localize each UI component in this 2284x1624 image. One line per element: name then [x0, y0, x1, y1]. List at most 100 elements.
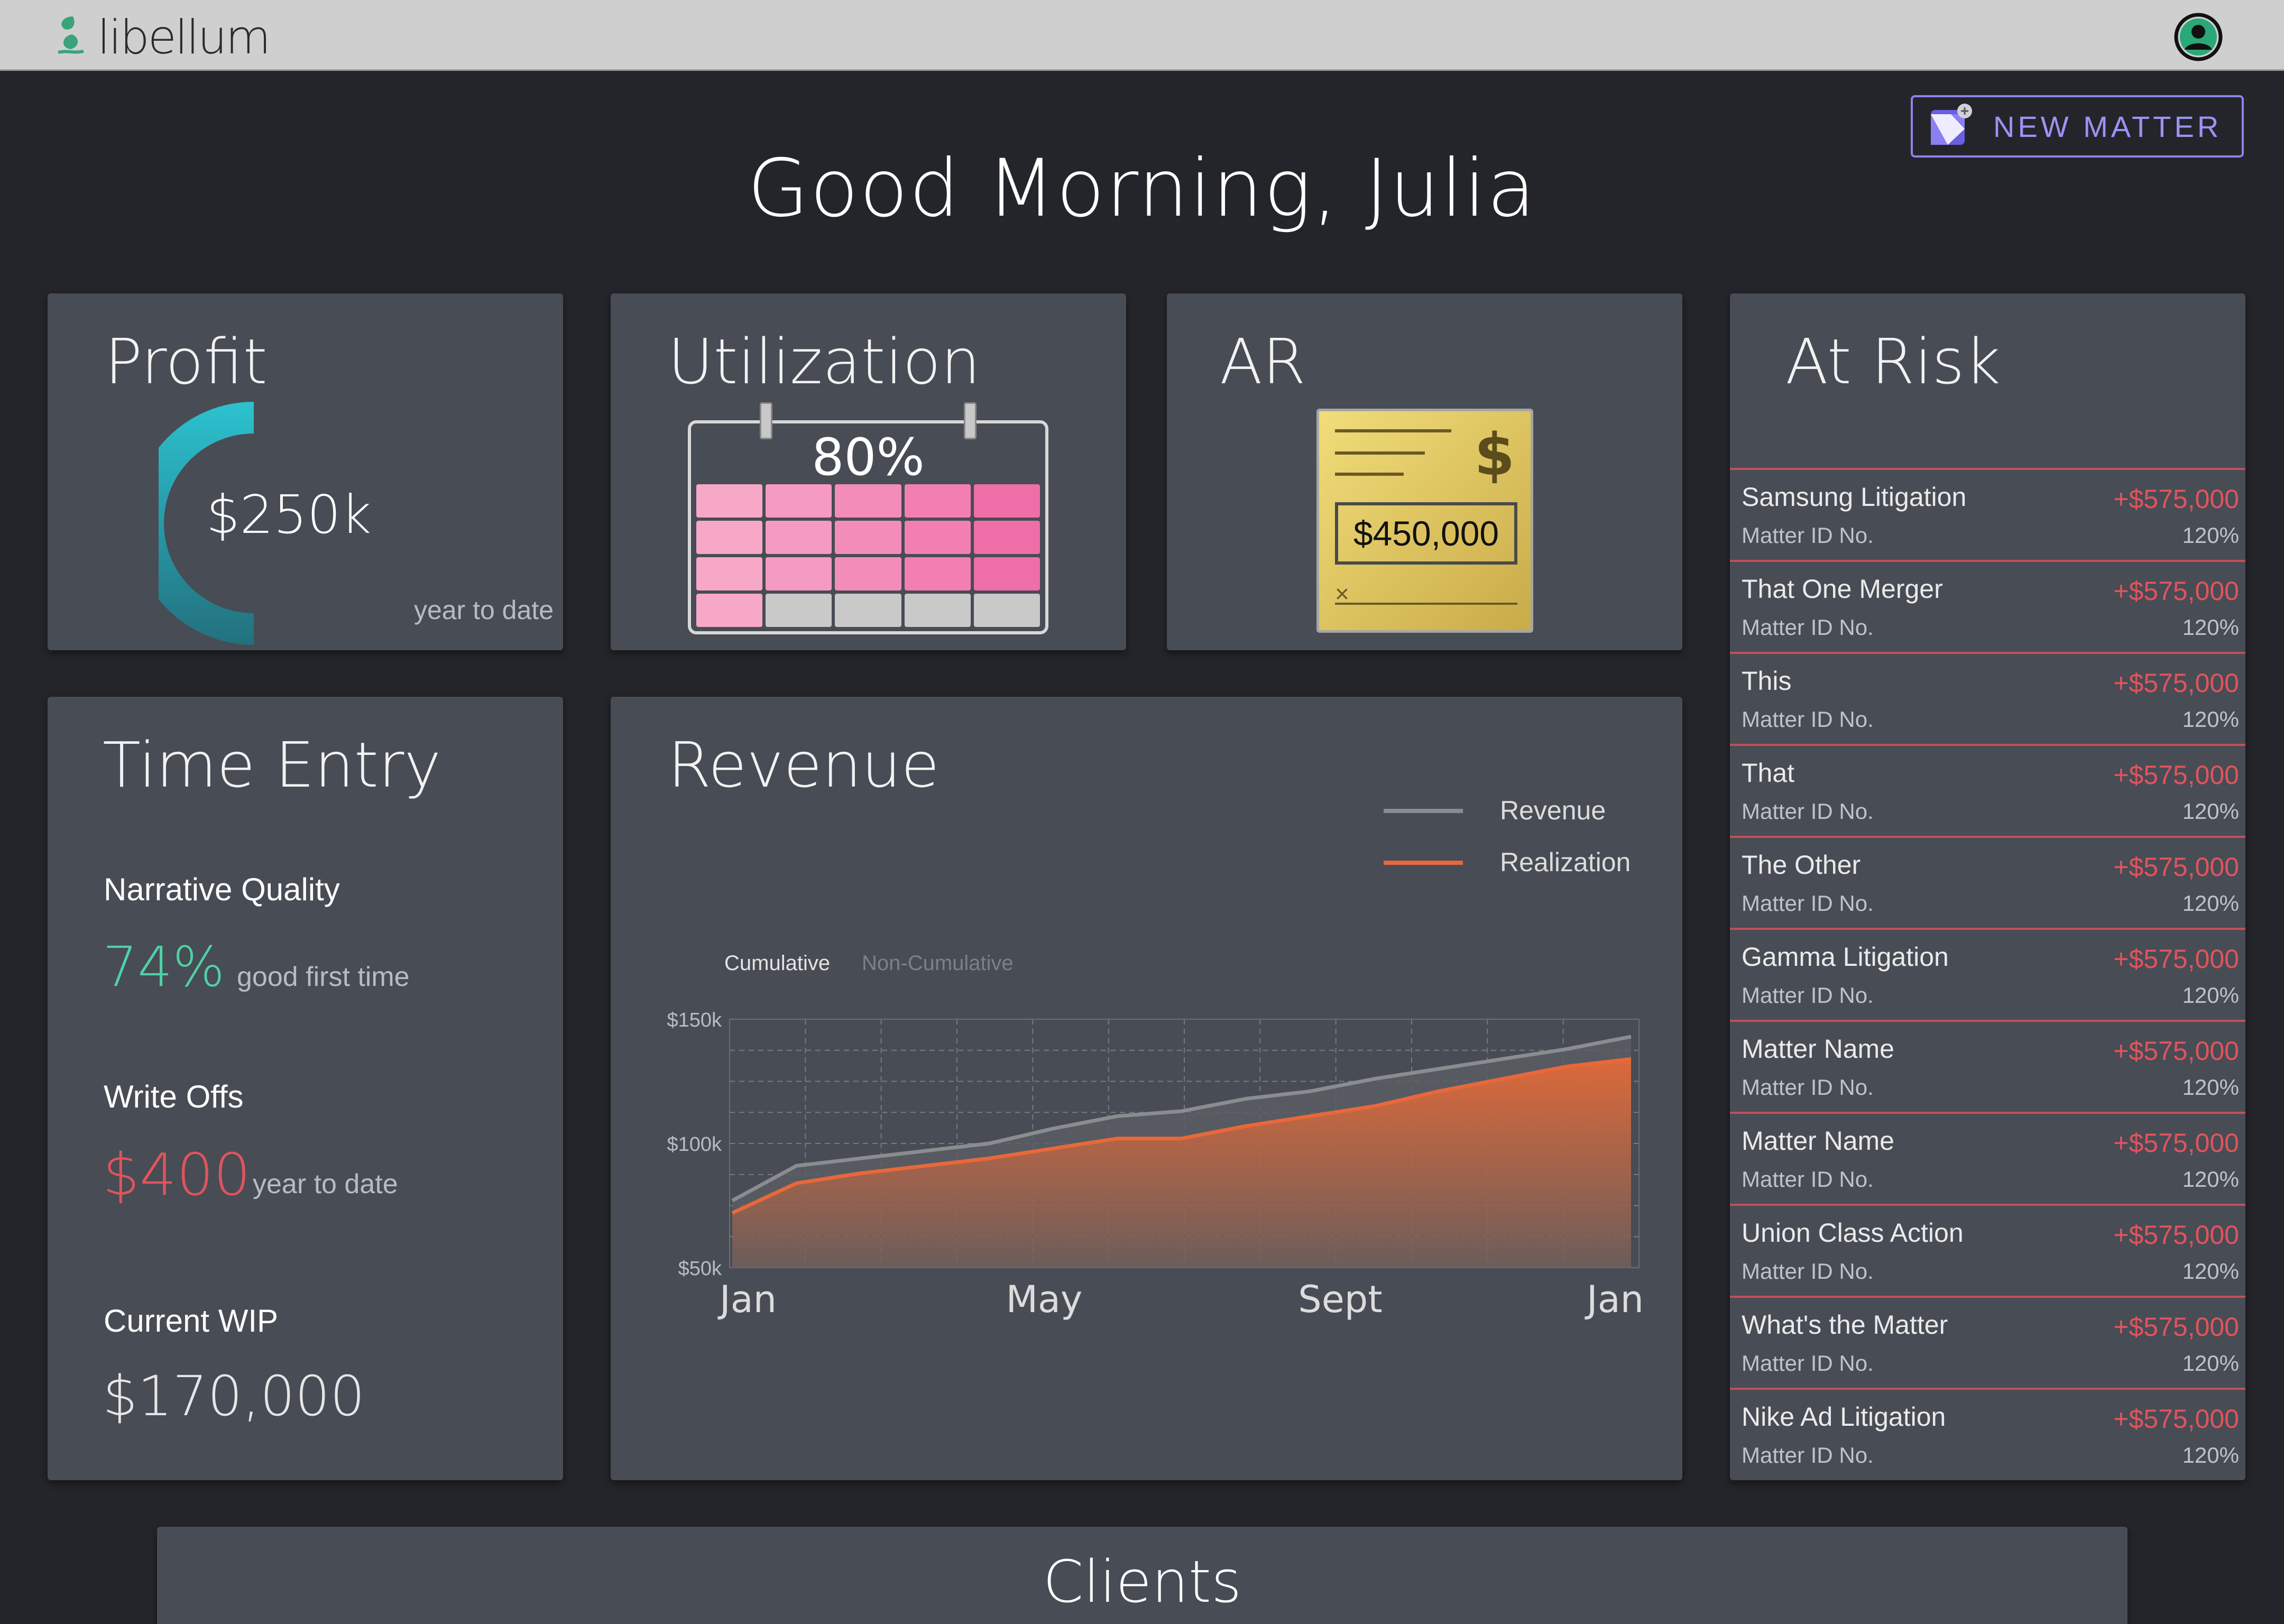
at-risk-matter-id: Matter ID No.: [1742, 799, 1874, 824]
at-risk-percent: 120%: [2182, 1259, 2239, 1284]
at-risk-matter-id: Matter ID No.: [1742, 615, 1874, 640]
write-offs-caption: year to date: [253, 1169, 398, 1199]
write-offs-label: Write Offs: [104, 1079, 244, 1114]
at-risk-matter-id: Matter ID No.: [1742, 983, 1874, 1008]
at-risk-matter-name: This: [1742, 666, 1792, 696]
utilization-percent: 80%: [812, 428, 925, 487]
toggle-cumulative[interactable]: Cumulative: [724, 952, 831, 975]
utilization-cell-empty: [766, 594, 832, 627]
narrative-quality-caption: good first time: [237, 962, 410, 992]
user-circle-icon[interactable]: [2173, 12, 2224, 62]
utilization-cell-filled: [696, 557, 763, 590]
y-tick-label: $50k: [678, 1258, 722, 1280]
profit-arc: [159, 402, 254, 645]
at-risk-row[interactable]: What's the Matter +$575,000 Matter ID No. 1…: [1730, 1296, 2245, 1388]
utilization-grid: [696, 484, 1040, 627]
profit-value: $250k: [206, 484, 372, 546]
at-risk-amount: +$575,000: [2113, 668, 2239, 698]
narrative-quality-label: Narrative Quality: [104, 872, 340, 907]
at-risk-matter-name: The Other: [1742, 850, 1861, 880]
at-risk-percent: 120%: [2182, 891, 2239, 916]
clients-title: Clients: [1043, 1548, 1242, 1616]
at-risk-matter-id: Matter ID No.: [1742, 1443, 1874, 1468]
at-risk-percent: 120%: [2182, 523, 2239, 548]
at-risk-row[interactable]: Samsung Litigation +$575,000 Matter ID No.…: [1730, 468, 2245, 560]
profit-card[interactable]: Profit $250k year to date: [48, 293, 563, 650]
at-risk-amount: +$575,000: [2113, 1312, 2239, 1342]
utilization-cell-filled: [904, 521, 971, 554]
at-risk-row[interactable]: That +$575,000 Matter ID No. 120%: [1730, 744, 2245, 836]
at-risk-percent: 120%: [2182, 1351, 2239, 1376]
legend-label-revenue: Revenue: [1500, 796, 1606, 825]
app-logo[interactable]: libellum: [53, 10, 271, 64]
at-risk-amount: +$575,000: [2113, 1404, 2239, 1434]
at-risk-row[interactable]: Gamma Litigation +$575,000 Matter ID No. 12…: [1730, 928, 2245, 1020]
utilization-cell-filled: [835, 521, 901, 554]
utilization-cell-filled: [835, 484, 901, 518]
time-entry-card[interactable]: Time Entry Narrative Quality 74% good fi…: [48, 697, 563, 1480]
utilization-cell-filled: [766, 557, 832, 590]
clients-card[interactable]: Clients: [157, 1527, 2128, 1624]
at-risk-percent: 120%: [2182, 1167, 2239, 1192]
x-tick-label: May: [1006, 1278, 1083, 1321]
at-risk-matter-name: Union Class Action: [1742, 1218, 1964, 1248]
at-risk-row[interactable]: That One Merger +$575,000 Matter ID No. 120…: [1730, 560, 2245, 652]
at-risk-title: At Risk: [1785, 325, 2001, 398]
time-entry-title: Time Entry: [103, 728, 441, 801]
ar-amount: $450,000: [1335, 502, 1517, 565]
utilization-cell-empty: [973, 594, 1040, 627]
at-risk-row[interactable]: Union Class Action +$575,000 Matter ID No.…: [1730, 1204, 2245, 1296]
at-risk-amount: +$575,000: [2113, 944, 2239, 974]
at-risk-amount: +$575,000: [2113, 484, 2239, 514]
utilization-cell-filled: [973, 557, 1040, 590]
new-matter-label: NEW MATTER: [1993, 109, 2222, 143]
utilization-cell-filled: [904, 557, 971, 590]
ar-card[interactable]: AR $ $450,000 ×: [1167, 293, 1682, 650]
utilization-cell-filled: [904, 484, 971, 518]
utilization-cell-filled: [696, 484, 763, 518]
y-tick-label: $100k: [667, 1133, 722, 1156]
calendar-ring-right: [964, 402, 977, 439]
at-risk-card: At Risk Samsung Litigation +$575,000 Matte…: [1730, 293, 2245, 1480]
at-risk-row[interactable]: Matter Name +$575,000 Matter ID No. 120%: [1730, 1112, 2245, 1204]
at-risk-matter-id: Matter ID No.: [1742, 1259, 1874, 1284]
legend-swatch-realization: [1384, 861, 1463, 865]
greeting-title: Good Morning, Julia: [747, 143, 1537, 235]
logo-text: libellum: [97, 10, 271, 64]
current-wip-value: $170,000: [103, 1364, 365, 1428]
utilization-cell-filled: [766, 484, 832, 518]
at-risk-amount: +$575,000: [2113, 1220, 2239, 1250]
at-risk-amount: +$575,000: [2113, 1128, 2239, 1158]
utilization-cell-filled: [973, 521, 1040, 554]
check-line: [1335, 451, 1425, 455]
signature-line: [1335, 603, 1517, 605]
profit-caption: year to date: [413, 595, 554, 625]
new-matter-button[interactable]: NEW MATTER: [1911, 95, 2244, 158]
at-risk-row[interactable]: The Other +$575,000 Matter ID No. 120%: [1730, 836, 2245, 928]
at-risk-matter-id: Matter ID No.: [1742, 1075, 1874, 1100]
at-risk-row[interactable]: Matter Name +$575,000 Matter ID No. 120%: [1730, 1020, 2245, 1112]
at-risk-matter-name: Gamma Litigation: [1742, 942, 1949, 972]
series-area-realization: [732, 1059, 1631, 1268]
utilization-cell-empty: [904, 594, 971, 627]
toggle-non-cumulative[interactable]: Non-Cumulative: [862, 952, 1014, 975]
at-risk-matter-name: Matter Name: [1742, 1126, 1894, 1156]
utilization-calendar: 80%: [688, 402, 1048, 634]
write-offs-value: $400: [103, 1141, 251, 1208]
utilization-title: Utilization: [668, 325, 981, 398]
series-line-realization: [731, 1057, 1632, 1215]
narrative-quality-value: 74%: [103, 935, 225, 999]
utilization-card[interactable]: Utilization 80%: [611, 293, 1126, 650]
at-risk-matter-id: Matter ID No.: [1742, 891, 1874, 916]
check-line: [1335, 473, 1404, 476]
utilization-cell-filled: [766, 521, 832, 554]
at-risk-matter-id: Matter ID No.: [1742, 707, 1874, 732]
utilization-cell-filled: [696, 594, 763, 627]
at-risk-row[interactable]: This +$575,000 Matter ID No. 120%: [1730, 652, 2245, 744]
document-plus-icon: [1931, 104, 1972, 145]
series-line-revenue: [731, 1035, 1632, 1203]
ar-title: AR: [1220, 325, 1306, 398]
at-risk-row[interactable]: Nike Ad Litigation +$575,000 Matter ID No.…: [1730, 1388, 2245, 1480]
utilization-cell-filled: [835, 557, 901, 590]
utilization-cell-empty: [835, 594, 901, 627]
